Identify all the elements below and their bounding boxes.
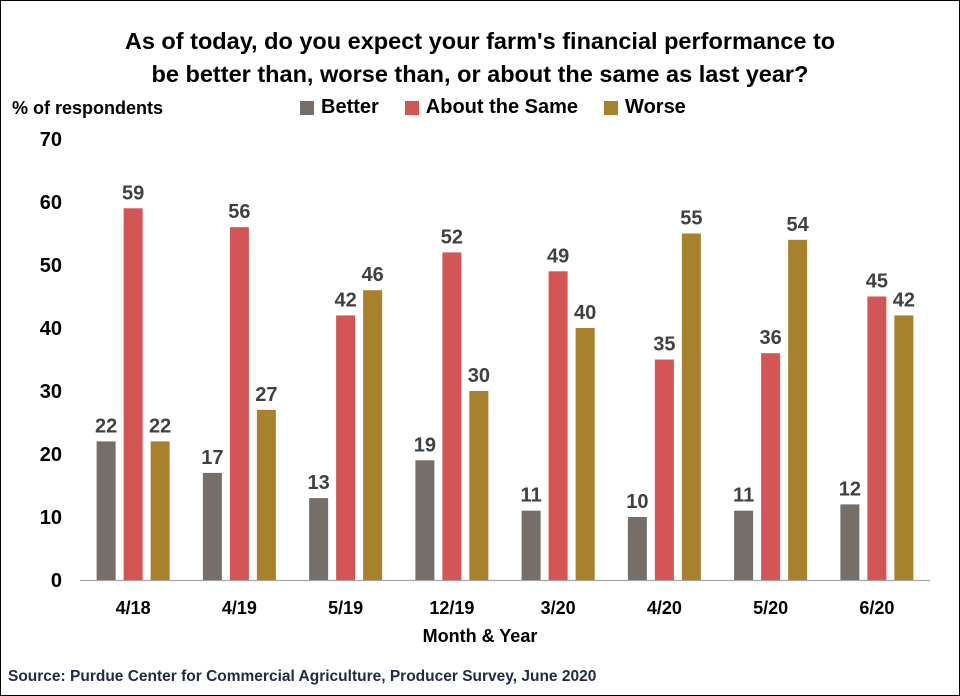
- bar-better: [309, 498, 329, 580]
- legend-label-better: Better: [321, 96, 379, 118]
- bar-worse: [681, 233, 701, 580]
- x-tick-label: 5/19: [328, 598, 363, 618]
- data-label: 56: [228, 201, 250, 223]
- data-label: 10: [626, 491, 648, 513]
- bar-worse: [363, 290, 383, 580]
- x-tick-label: 5/20: [753, 598, 788, 618]
- bar-about-the-same: [229, 227, 249, 580]
- bar-better: [415, 460, 435, 580]
- bar-worse: [469, 391, 489, 580]
- data-label: 42: [335, 289, 357, 311]
- legend-swatch-about-the-same: [404, 100, 419, 115]
- y-tick-label: 30: [40, 381, 62, 403]
- data-label: 27: [255, 384, 277, 406]
- data-label: 46: [362, 264, 384, 286]
- legend-item-about-the-same: About the Same: [404, 96, 579, 119]
- bar-worse: [894, 315, 914, 580]
- y-axis-label: % of respondents: [12, 98, 164, 118]
- y-tick-label: 40: [40, 318, 62, 340]
- x-tick-label: 4/20: [647, 598, 682, 618]
- bar-about-the-same: [123, 208, 143, 581]
- data-label: 45: [866, 271, 888, 293]
- data-label: 22: [95, 415, 117, 437]
- bar-about-the-same: [654, 359, 674, 580]
- data-label: 11: [521, 485, 542, 507]
- data-label: 17: [201, 447, 223, 469]
- data-label: 22: [149, 415, 171, 437]
- bar-about-the-same: [867, 296, 887, 580]
- y-tick-label: 50: [40, 255, 62, 277]
- bar-better: [96, 441, 116, 580]
- data-label: 59: [122, 182, 144, 204]
- data-label: 13: [308, 472, 330, 494]
- x-tick-label: 3/20: [541, 598, 576, 618]
- y-tick-label: 60: [40, 192, 62, 214]
- x-axis-label: Month & Year: [422, 626, 538, 646]
- bar-worse: [256, 409, 276, 580]
- source-note: Source: Purdue Center for Commercial Agr…: [8, 668, 597, 685]
- bar-worse: [150, 441, 170, 580]
- data-label: 19: [414, 434, 436, 456]
- data-label: 35: [653, 334, 675, 356]
- bar-worse: [575, 328, 595, 580]
- legend-item-worse: Worse: [604, 96, 686, 119]
- bar-about-the-same: [548, 271, 568, 580]
- x-tick-label: 12/19: [429, 598, 474, 618]
- data-label: 40: [574, 302, 596, 324]
- data-label: 52: [441, 226, 463, 248]
- data-label: 49: [547, 245, 569, 267]
- bar-better: [627, 517, 647, 580]
- legend-label-worse: Worse: [625, 96, 686, 118]
- bar-worse: [788, 239, 808, 581]
- y-tick-label: 20: [40, 444, 62, 466]
- data-label: 11: [733, 485, 754, 507]
- chart-title-line-1: As of today, do you expect your farm's f…: [124, 28, 836, 54]
- chart-title-line-2: be better than, worse than, or about the…: [151, 61, 809, 87]
- y-tick-label: 10: [40, 507, 62, 529]
- bar-about-the-same: [442, 252, 462, 580]
- x-tick-label: 4/19: [222, 598, 257, 618]
- bar-better: [521, 510, 541, 580]
- data-label: 55: [680, 208, 702, 230]
- legend: Better About the Same Worse: [300, 96, 712, 119]
- legend-label-about-the-same: About the Same: [425, 96, 579, 118]
- bar-better: [202, 472, 222, 580]
- data-label: 12: [839, 478, 861, 500]
- data-label: 42: [893, 289, 915, 311]
- bar-better: [840, 504, 860, 580]
- bar-better: [734, 510, 754, 580]
- legend-swatch-worse: [604, 100, 619, 115]
- y-tick-label: 0: [51, 570, 62, 592]
- bar-about-the-same: [761, 353, 781, 580]
- legend-swatch-better: [300, 100, 314, 115]
- x-tick-label: 6/20: [859, 598, 894, 618]
- y-tick-label: 70: [40, 129, 62, 151]
- data-label: 54: [787, 214, 810, 236]
- legend-item-better: Better: [300, 96, 379, 119]
- bar-about-the-same: [336, 315, 356, 580]
- x-tick-label: 4/18: [116, 598, 151, 618]
- data-label: 30: [468, 365, 490, 387]
- data-label: 36: [760, 327, 782, 349]
